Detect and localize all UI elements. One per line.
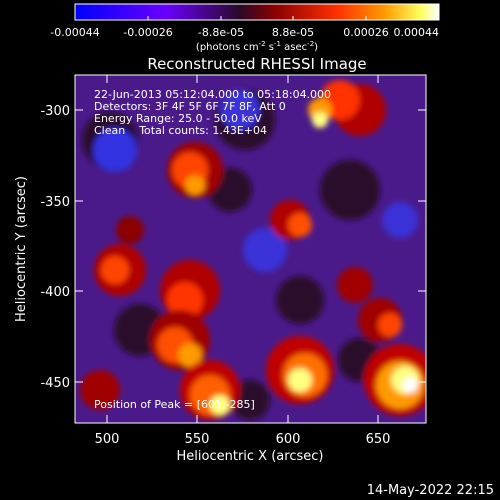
info-line-time: 22-Jun-2013 05:12:04.000 to 05:18:04.000: [94, 88, 331, 101]
emission-blob: [288, 213, 312, 237]
colorbar-tick-label: -0.00026: [123, 26, 172, 39]
emission-blob: [402, 377, 418, 393]
x-tick-label: 550: [185, 432, 210, 447]
colorbar-tick-label: 0.00044: [394, 26, 440, 39]
info-line-counts: Clean Total counts: 1.43E+04: [94, 124, 267, 137]
emission-blob: [243, 228, 287, 272]
emission-blob: [210, 395, 230, 415]
emission-blob: [312, 112, 328, 128]
footer-timestamp: 14-May-2022 22:15: [367, 483, 494, 498]
info-line-detectors: Detectors: 3F 4F 5F 6F 7F 8F, Att 0: [94, 100, 286, 113]
info-line-energy: Energy Range: 25.0 - 50.0 keV: [94, 112, 262, 125]
colorbar-tick-label: 0.00026: [343, 26, 389, 39]
y-tick-label: -400: [40, 285, 70, 300]
emission-blob: [167, 282, 203, 318]
plot-frame: [74, 74, 427, 424]
y-tick-label: -300: [40, 104, 70, 119]
emission-blob: [337, 267, 373, 303]
y-tick-label: -450: [40, 376, 70, 391]
x-tick-label: 650: [366, 432, 391, 447]
x-tick-label: 500: [95, 432, 120, 447]
colorbar-tick-label: -8.8e-05: [198, 26, 244, 39]
peak-position-label: Position of Peak = [601,-285]: [94, 398, 255, 411]
emission-blob: [80, 370, 120, 410]
emission-blob: [382, 202, 418, 238]
x-axis-label: Heliocentric X (arcsec): [177, 449, 324, 464]
colorbar: -0.00044 -0.00026 -8.8e-05 8.8e-05 0.000…: [50, 3, 440, 53]
emission-blob: [288, 368, 312, 392]
image-title: Reconstructed RHESSI Image: [147, 55, 366, 73]
emission-blob: [276, 276, 324, 324]
emission-blob: [178, 343, 202, 367]
colorbar-tick-label: 8.8e-05: [272, 26, 314, 39]
rhessi-image-map: [75, 75, 426, 423]
emission-blob: [320, 160, 380, 220]
y-axis-label: Heliocentric Y (arcsec): [14, 176, 29, 322]
x-tick-label: 600: [276, 432, 301, 447]
emission-blob: [101, 256, 129, 284]
emission-blob: [116, 216, 144, 244]
emission-blob: [185, 175, 205, 195]
emission-blob: [220, 90, 260, 130]
colorbar-gradient: [74, 3, 440, 21]
colorbar-tick-label: -0.00044: [50, 26, 99, 39]
y-tick-label: -350: [40, 195, 70, 210]
colorbar-units: (photons cm-2 s-1 asec-2): [196, 40, 318, 53]
axis-ticks: [75, 75, 426, 423]
info-overlay: 22-Jun-2013 05:12:04.000 to 05:18:04.000…: [94, 88, 331, 411]
emission-blob: [93, 128, 137, 172]
emission-blob: [378, 313, 402, 337]
